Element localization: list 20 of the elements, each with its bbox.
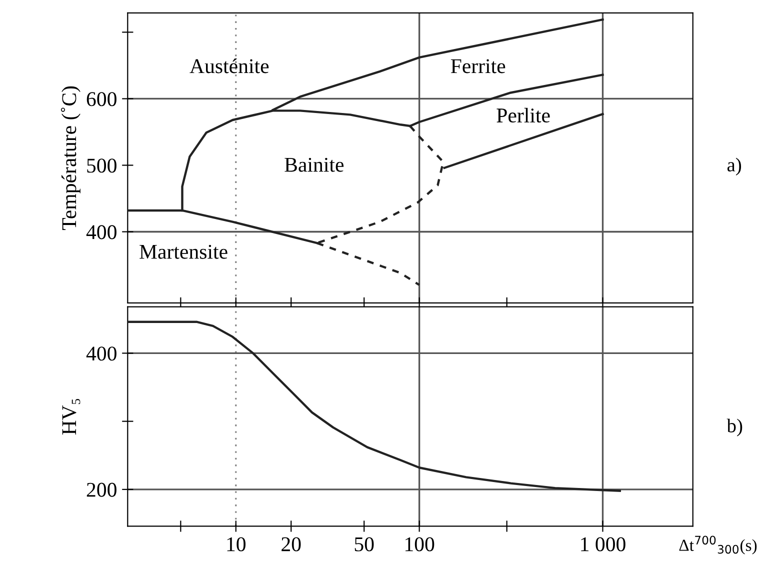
y-tick-label: 400 — [86, 225, 116, 240]
annotation: Bainite — [284, 158, 344, 172]
annotation: Martensite — [140, 244, 228, 259]
x-tick-label: 1 000 — [581, 537, 626, 552]
x-tick-label: 10 — [227, 537, 246, 552]
annotation: Ferrite — [450, 59, 506, 74]
annotation: Austénite — [190, 58, 269, 74]
x-tick-label: 50 — [354, 537, 374, 552]
text: b) — [726, 418, 742, 436]
y-tick-label: 500 — [87, 158, 116, 173]
annotation: Perlite — [496, 108, 550, 123]
y-tick-label: 400 — [86, 346, 116, 361]
y-tick-label: 200 — [86, 482, 116, 497]
y-axis-title: HV₅ — [62, 398, 80, 435]
x-axis-title: Δt$^{700}$$_{300}$(s) — [679, 536, 757, 554]
x-tick-label: 100 — [406, 537, 434, 552]
x-tick-label: 20 — [282, 537, 301, 552]
y-axis-title: Température (˚C) — [60, 86, 80, 230]
y-tick-label: 600 — [86, 92, 116, 106]
text: a) — [727, 158, 742, 176]
